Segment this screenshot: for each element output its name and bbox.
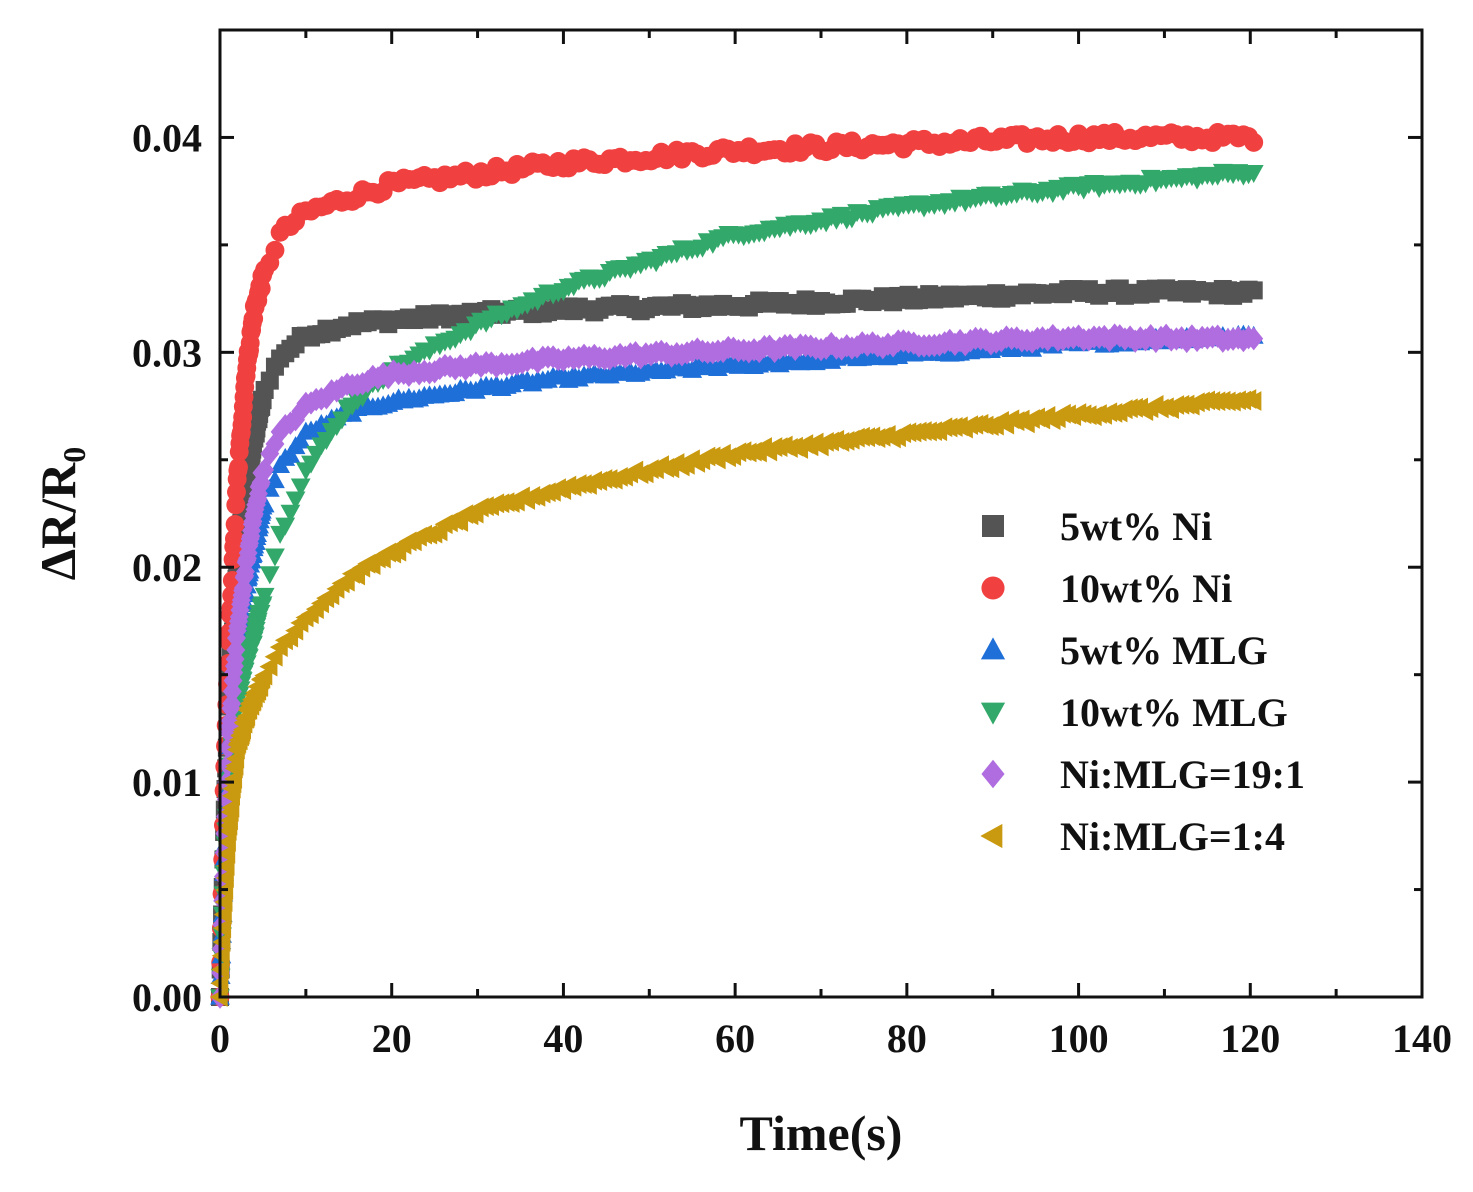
data-point [259,566,280,585]
legend-item: 10wt% MLG [980,690,1288,735]
axes: 0 20 40 60 80 100 120 140 0.00 0.01 0.02 0.03 0.04 [132,30,1452,1061]
data-point [213,904,232,925]
y-axis-title-main: ΔR/R [30,462,86,580]
data-point [1141,324,1161,348]
data-point [1243,165,1264,184]
data-point [252,596,273,615]
y-axis-title-subscript: 0 [56,447,92,463]
data-point [265,548,285,567]
data-point [260,371,279,390]
data-point [280,504,301,523]
legend-marker [980,637,1006,660]
legend-item: Ni:MLG=19:1 [981,752,1305,797]
y-tick-label: 0.00 [132,975,202,1020]
x-tick-label: 20 [372,1016,412,1061]
data-point [259,656,278,677]
data-point [290,478,311,497]
data-point [226,638,246,662]
legend-item: Ni:MLG=1:4 [980,814,1285,859]
plot-series [209,123,1264,1009]
y-tick-label: 0.04 [132,115,202,160]
y-axis-title: ΔR/R0 [30,447,92,580]
legend-item: 10wt% Ni [981,566,1232,611]
legend-label: Ni:MLG=1:4 [1060,814,1285,859]
data-point [224,529,244,549]
data-point [1244,281,1263,300]
x-tick-label: 120 [1220,1016,1280,1061]
legend-item: 5wt% Ni [982,504,1212,549]
legend-label: 5wt% MLG [1060,628,1268,673]
legend-marker [980,702,1006,725]
data-point [216,804,235,829]
data-point [213,918,232,939]
legend-label: 10wt% MLG [1060,690,1288,735]
legend-marker [981,759,1005,789]
legend-marker [980,823,1003,849]
legend-label: 5wt% Ni [1060,504,1212,549]
legend-label: Ni:MLG=19:1 [1060,752,1305,797]
data-point [254,587,275,606]
x-tick-label: 0 [210,1016,230,1061]
x-tick-label: 140 [1392,1016,1452,1061]
y-tick-label: 0.02 [132,545,202,590]
legend-marker [981,576,1005,600]
y-tick-label: 0.03 [132,330,202,375]
x-tick-label: 40 [543,1016,583,1061]
x-tick-label: 80 [887,1016,927,1061]
legend-item: 5wt% MLG [980,628,1268,673]
series-5 [209,389,1262,1007]
data-point [215,868,234,888]
data-point [265,470,285,489]
x-tick-label: 60 [715,1016,755,1061]
x-axis-title: Time(s) [740,1105,903,1161]
data-point [1244,326,1264,351]
legend-marker [982,515,1004,537]
data-point [222,679,242,704]
data-point [1243,391,1262,411]
legend-label: 10wt% Ni [1060,566,1232,611]
data-point [214,892,233,912]
data-point [217,843,236,864]
x-tick-label: 100 [1049,1016,1109,1061]
data-point [1244,132,1264,152]
data-point [225,514,245,534]
data-point [264,646,283,667]
series-4 [210,323,1264,1009]
data-point [265,240,285,260]
data-point [216,856,235,876]
y-tick-label: 0.01 [132,760,202,805]
data-point [229,457,248,477]
legend: 5wt% Ni 10wt% Ni 5wt% MLG 10wt% MLG Ni:MLG=1… [980,504,1305,859]
data-point [220,708,240,733]
